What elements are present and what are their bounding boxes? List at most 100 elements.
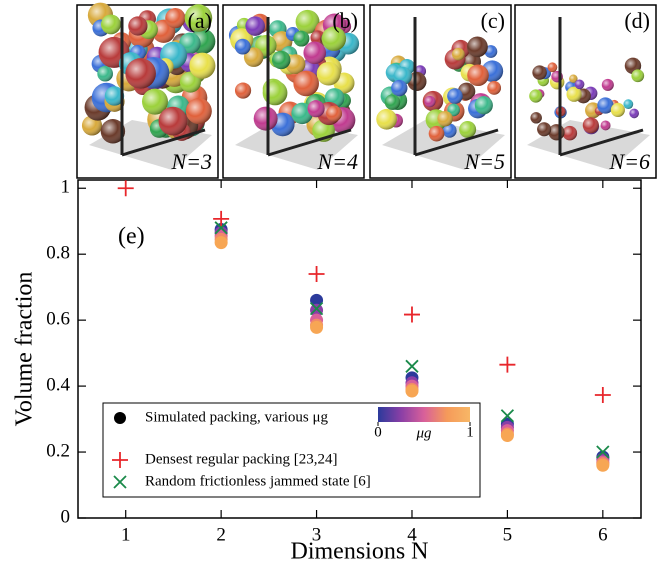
panel-label: (e): [118, 224, 145, 250]
point: [310, 320, 324, 334]
sphere-shade: [184, 4, 213, 32]
point: [500, 429, 514, 443]
panel-label: (a): [188, 8, 212, 33]
sphere-shade: [442, 123, 457, 138]
sphere-shade: [530, 112, 542, 124]
legend-label: Simulated packing, various μg: [145, 409, 329, 425]
colorbar-label: μg: [415, 425, 432, 441]
sphere-shade: [548, 124, 565, 141]
panel-axis: [414, 128, 499, 157]
point: [309, 301, 324, 316]
legend-box: [102, 402, 481, 498]
x-tick-label: 6: [598, 524, 608, 545]
sphere-shade: [101, 14, 121, 35]
sphere-shade: [601, 78, 614, 91]
sphere-shade: [100, 119, 126, 144]
y-tick-label: 0.2: [46, 440, 70, 461]
panel-caption: N=6: [608, 149, 650, 174]
y-tick-label: 0.8: [46, 243, 70, 264]
sphere-shade: [376, 108, 397, 130]
sphere-shade: [623, 99, 634, 109]
sphere-shade: [97, 65, 113, 82]
point: [214, 221, 228, 235]
colorbar-tick-label: 0: [374, 424, 382, 440]
sphere-shade: [459, 120, 477, 138]
sphere-shade: [467, 36, 488, 58]
x-axis-label: Dimensions N: [291, 539, 429, 565]
sphere-shade: [424, 95, 436, 108]
sphere-shade: [407, 71, 427, 92]
sphere-shade: [467, 64, 489, 87]
sphere-shade: [437, 110, 453, 127]
x-tick-label: 1: [121, 524, 131, 545]
sphere-shade: [562, 125, 578, 141]
sphere-shade: [303, 41, 327, 65]
sphere-shade: [104, 86, 125, 106]
sphere-shade: [321, 26, 347, 51]
panel-caption: N=3: [170, 149, 212, 174]
sphere-shade: [293, 70, 319, 97]
point: [214, 236, 228, 250]
sphere-shade: [262, 80, 288, 106]
point: [117, 180, 134, 197]
sphere-shade: [582, 117, 599, 134]
sphere-shade: [234, 38, 251, 55]
sphere-shade: [285, 54, 306, 75]
sphere-shade: [158, 106, 188, 136]
sphere-shade: [295, 9, 320, 34]
sphere-shade: [529, 89, 543, 103]
legend-label: Random frictionless jammed state [6]: [145, 473, 371, 489]
point: [310, 293, 324, 307]
x-tick-label: 2: [216, 524, 226, 545]
panel-label: (c): [481, 8, 505, 33]
y-tick-label: 0: [61, 506, 71, 527]
sphere-shade: [253, 106, 278, 131]
panel-caption: N=5: [463, 149, 505, 174]
sphere-shade: [384, 94, 401, 110]
point: [403, 306, 420, 323]
sphere-shade: [234, 82, 252, 99]
point: [596, 458, 610, 472]
y-tick-label: 0.4: [46, 374, 70, 395]
sphere-shade: [189, 52, 216, 79]
sphere-shade: [316, 61, 341, 86]
x-tick-label: 5: [503, 524, 513, 545]
colorbar-tick-label: 1: [466, 424, 474, 440]
point: [310, 303, 324, 317]
panel-axis: [121, 128, 206, 157]
sphere-shade: [165, 7, 186, 29]
point: [499, 356, 516, 373]
panel-axis: [267, 128, 352, 157]
sphere-shade: [271, 50, 291, 70]
y-axis-label: Volume fraction: [12, 272, 38, 427]
sphere-shade: [447, 88, 463, 104]
sphere-shade: [569, 74, 578, 83]
sphere-shade: [128, 16, 148, 36]
sphere-shade: [484, 45, 498, 58]
sphere-shade: [487, 81, 502, 95]
sphere-shade: [291, 102, 313, 125]
sphere-shade: [631, 69, 645, 83]
sphere-shade: [185, 98, 212, 125]
point: [405, 384, 419, 398]
panel-caption: N=4: [316, 149, 358, 174]
panel-axis: [559, 128, 644, 157]
sphere-shade: [293, 30, 310, 47]
x-tick-label: 4: [407, 524, 417, 545]
sphere-shade: [243, 47, 264, 67]
sphere-shade: [447, 103, 460, 117]
sphere-shade: [629, 108, 639, 119]
point: [596, 445, 610, 459]
legend-label: Densest regular packing [23,24]: [145, 451, 337, 467]
sphere-shade: [125, 58, 156, 89]
colorbar: [378, 407, 470, 422]
sphere-shade: [532, 65, 547, 80]
x-tick-label: 3: [312, 524, 322, 545]
sphere-shade: [141, 88, 168, 115]
point: [405, 359, 419, 373]
y-tick-label: 0.6: [46, 309, 70, 330]
plot-area: [77, 179, 642, 519]
sphere-shade: [574, 79, 585, 90]
y-tick-label: 1: [61, 177, 71, 198]
sphere-shade: [600, 120, 611, 131]
